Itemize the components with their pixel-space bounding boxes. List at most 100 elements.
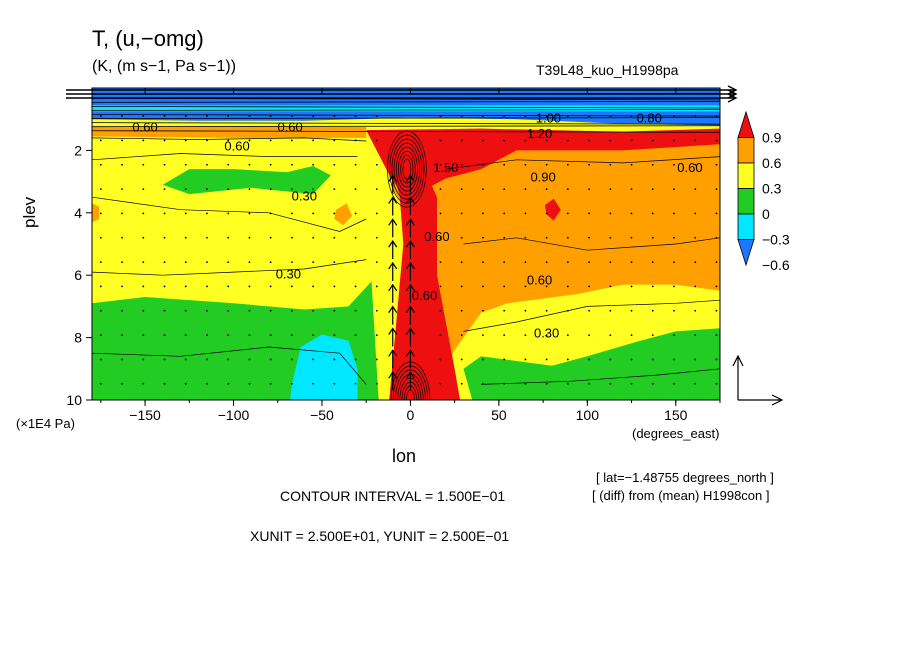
wind-vector-dot (694, 139, 697, 142)
wind-vector-dot (673, 358, 675, 361)
wind-vector-dot (482, 115, 484, 117)
wind-vector-dot (269, 212, 272, 215)
x-tick-label: 50 (491, 407, 507, 423)
wind-vector-dot (248, 139, 251, 142)
wind-vector-dot (439, 334, 442, 337)
wind-vector-dot (460, 334, 463, 337)
wind-vector-arrow (405, 196, 415, 216)
contour-line (92, 117, 720, 119)
wind-vector-dot (227, 236, 230, 239)
wind-vector-dot (269, 334, 272, 337)
wind-vector-dot (121, 334, 123, 337)
wind-vector-dot (630, 115, 633, 117)
wind-vector-arrow (388, 261, 398, 281)
wind-vector-dot (121, 115, 123, 117)
wind-vector-dot (354, 212, 357, 215)
wind-vector-dot (651, 309, 654, 312)
wind-vector-dot (630, 212, 633, 215)
contour-label: 1.50 (433, 160, 458, 175)
wind-vector-dot (312, 261, 315, 263)
wind-vector-dot (524, 261, 527, 263)
wind-vector-dot (375, 261, 378, 263)
wind-vector-dot (673, 188, 675, 190)
wind-vector-dot (99, 115, 102, 117)
wind-vector-dot (524, 358, 527, 361)
wind-vector-dot (227, 285, 230, 288)
wind-vector-dot (694, 285, 697, 288)
contour-line (481, 368, 720, 385)
contour-line (92, 122, 720, 125)
wind-vector-dot (588, 139, 590, 142)
contour-line (92, 125, 720, 128)
wind-vector-dot (503, 358, 506, 361)
wind-vector-dot (248, 309, 251, 312)
vector-units: XUNIT = 2.500E+01, YUNIT = 2.500E−01 (250, 528, 510, 544)
wind-vector-dot (651, 236, 654, 239)
wind-vector-dot (694, 212, 697, 215)
wind-vector-dot (206, 115, 208, 117)
wind-vector-dot (609, 261, 612, 263)
wind-vector-dot (545, 309, 548, 312)
wind-vector-dot (588, 236, 590, 239)
wind-vector-dot (375, 115, 378, 117)
contour-line (92, 137, 367, 142)
wind-vector-dot (460, 139, 463, 142)
wind-vector-dot (482, 309, 484, 312)
wind-vector-dot (227, 115, 230, 117)
wind-vector-dot (184, 309, 187, 312)
wind-vector-dot (142, 285, 145, 288)
y-tick-label: 8 (74, 330, 82, 346)
y-tick-label: 4 (74, 205, 82, 221)
wind-vector-dot (545, 382, 548, 385)
wind-vector-arrow (66, 85, 738, 95)
wind-vector-dot (333, 358, 336, 361)
wind-vector-dot (460, 358, 463, 361)
wind-vector-dot (460, 382, 463, 385)
wind-vector-dot (312, 236, 315, 239)
wind-vector-dot (524, 382, 527, 385)
contour-line (92, 196, 367, 232)
wind-vector-dot (184, 188, 187, 190)
wind-vector-dot (290, 358, 293, 361)
contour-line (92, 109, 720, 111)
wind-vector-dot (333, 236, 336, 239)
wind-vector-dot (248, 163, 251, 166)
wind-vector-dot (651, 382, 654, 385)
wind-vector-dot (121, 285, 123, 288)
wind-vector-dot (439, 188, 442, 190)
wind-vector-dot (673, 285, 675, 288)
wind-vector-arrow (405, 371, 415, 391)
wind-vector-dot (163, 236, 166, 239)
field-layer (92, 88, 720, 400)
wind-vector-dot (269, 261, 272, 263)
wind-vector-dot (694, 382, 697, 385)
wind-vector-dot (206, 188, 208, 190)
wind-vector-dot (482, 261, 484, 263)
wind-vector-arrow (388, 240, 398, 260)
wind-vector-dot (206, 309, 208, 312)
wind-vector-dot (333, 309, 336, 312)
colorbar-label: 0.9 (762, 130, 782, 146)
wind-vector-dot (566, 358, 569, 361)
wind-vector-arrow (405, 174, 415, 194)
x-tick-label: 0 (407, 407, 415, 423)
wind-vector-dot (142, 163, 145, 166)
wind-vector-dot (482, 285, 484, 288)
wind-vector-dot (715, 285, 718, 288)
wind-vector-dot (206, 212, 208, 215)
wind-vector-dot (184, 212, 187, 215)
wind-vector-dot (163, 212, 166, 215)
wind-vector-arrow (405, 240, 415, 260)
contour-label: 1.20 (527, 126, 552, 141)
wind-vector-dot (290, 115, 293, 117)
wind-vector-dot (206, 236, 208, 239)
wind-vector-dot (503, 236, 506, 239)
wind-vector-dot (312, 163, 315, 166)
wind-vector-dot (715, 139, 718, 142)
wind-vector-dot (333, 188, 336, 190)
wind-vector-dot (354, 115, 357, 117)
colorbar-label: 0 (762, 206, 770, 222)
wind-vector-dot (375, 285, 378, 288)
wind-vector-dot (333, 334, 336, 337)
wind-vector-dot (651, 212, 654, 215)
